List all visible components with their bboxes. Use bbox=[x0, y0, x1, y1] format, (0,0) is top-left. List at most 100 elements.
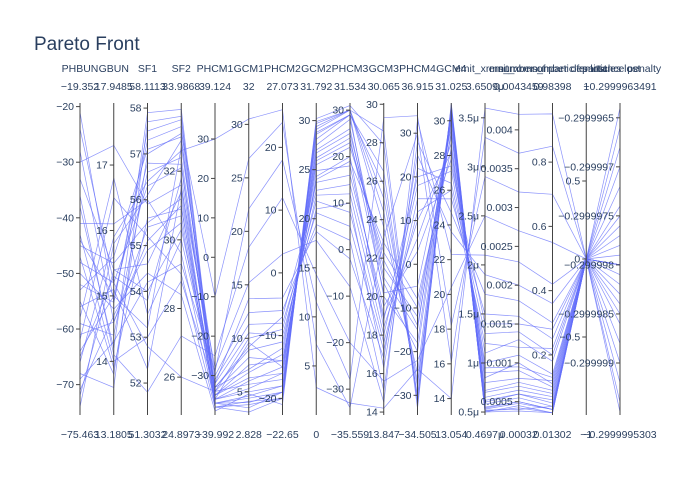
tick-label: −30 bbox=[191, 370, 209, 382]
tick-label: 16 bbox=[434, 358, 446, 370]
axis-range-max: 0.0043459 bbox=[494, 81, 544, 93]
tick-label: 0.4 bbox=[532, 285, 547, 297]
axis-label: PHCM2 bbox=[264, 63, 301, 75]
axis-13[interactable]: emit_xrms_n 0.0043459 0.00032 0.0005 0.001 0.… bbox=[481, 63, 549, 441]
axis-3[interactable]: SF2 33.9868 24.8973 26 28 30 32 bbox=[162, 63, 200, 441]
tick-label: 20 bbox=[332, 151, 344, 163]
axis-1[interactable]: GBUN 17.9485 13.1805 14 15 16 17 bbox=[95, 63, 133, 441]
axis-label: PHCM3 bbox=[332, 63, 369, 75]
axis-10[interactable]: PHCM4 36.915 −34.505 −30 −20 −10 0 10 20 30 bbox=[394, 63, 437, 441]
tick-label: 26 bbox=[434, 185, 446, 197]
tick-label: −0.5 bbox=[560, 332, 581, 344]
tick-label: 22 bbox=[434, 254, 446, 266]
tick-label: −60 bbox=[56, 324, 74, 336]
tick-label: 0.001 bbox=[486, 357, 512, 369]
tick-label: 0 bbox=[406, 259, 412, 271]
tick-label: 0.5 bbox=[566, 176, 581, 188]
axis-15[interactable]: number of particles lost 1 −1 −0.5 0 0.5 bbox=[532, 63, 641, 441]
tick-label: 0.002 bbox=[486, 280, 512, 292]
axis-label: GBUN bbox=[99, 63, 129, 75]
axis-label: PHBUN bbox=[62, 63, 99, 75]
tick-label: 20 bbox=[434, 289, 446, 301]
axis-range-max: 58.1113 bbox=[129, 81, 166, 93]
tick-label: 15 bbox=[96, 290, 108, 302]
axis-label: emittance penalty bbox=[579, 63, 662, 75]
tick-label: 30 bbox=[434, 115, 446, 127]
axis-range-max: 3.6509μ bbox=[466, 81, 504, 93]
tick-label: −20 bbox=[326, 337, 344, 349]
axis-label: GCM4 bbox=[436, 63, 466, 75]
tick-label: 20 bbox=[231, 226, 243, 238]
tick-label: −50 bbox=[56, 268, 74, 280]
axis-label: emit_xrms_n bbox=[455, 63, 515, 75]
axis-0[interactable]: PHBUN −19.352 −75.463 −70 −60 −50 −40 −30 −20 bbox=[56, 63, 99, 441]
axis-range-max: 31.792 bbox=[300, 81, 332, 93]
tick-label: 15 bbox=[231, 279, 243, 291]
tick-label: 20 bbox=[197, 173, 209, 185]
axis-range-min: −0.2999995303 bbox=[583, 429, 656, 441]
tick-label: −10 bbox=[326, 291, 344, 303]
axis-16[interactable]: emittance penalty −0.2999963491 −0.2999995… bbox=[558, 63, 662, 441]
tick-label: 57 bbox=[130, 148, 142, 160]
tick-label: −30 bbox=[394, 390, 412, 402]
tick-label: 16 bbox=[96, 225, 108, 237]
tick-label: −20 bbox=[394, 346, 412, 358]
axis-range-max: 31.534 bbox=[334, 81, 366, 93]
tick-label: −70 bbox=[56, 379, 74, 391]
axis-12[interactable]: emit_xrms_n 3.6509μ 0.4697μ 0.5μ 1μ 1.5μ 2μ 2.5… bbox=[455, 63, 515, 441]
tick-label: 0.2 bbox=[532, 349, 547, 361]
tick-label: 20 bbox=[400, 171, 412, 183]
axis-9[interactable]: GCM3 30.065 13.847 14 16 18 20 22 24 26 28 30 bbox=[366, 63, 400, 441]
tick-label: 26 bbox=[366, 176, 378, 188]
tick-label: 0.0025 bbox=[481, 241, 513, 253]
tick-label: 20 bbox=[299, 213, 311, 225]
tick-label: 10 bbox=[197, 212, 209, 224]
tick-label: −20 bbox=[191, 331, 209, 343]
axis-range-max: −0.2999963491 bbox=[583, 81, 656, 93]
tick-label: 28 bbox=[164, 303, 176, 315]
axis-range-max: 33.9868 bbox=[162, 81, 200, 93]
tick-label: −20 bbox=[259, 393, 277, 405]
tick-label: 28 bbox=[366, 137, 378, 149]
tick-label: 30 bbox=[332, 105, 344, 117]
tick-label: 24 bbox=[434, 219, 446, 231]
tick-label: −0.299999 bbox=[564, 357, 614, 369]
tick-label: −30 bbox=[56, 157, 74, 169]
tick-label: 30 bbox=[231, 119, 243, 131]
tick-label: 0.0015 bbox=[481, 319, 513, 331]
axis-4[interactable]: PHCM1 39.124 −39.992 −30 −20 −10 0 10 20 30 bbox=[191, 63, 234, 441]
axis-2[interactable]: SF1 58.1113 51.3032 52 53 54 55 56 57 58 bbox=[129, 63, 167, 441]
tick-label: 58 bbox=[130, 103, 142, 115]
chart-title: Pareto Front bbox=[34, 34, 140, 55]
axes-group: PHBUN −19.352 −75.463 −70 −60 −50 −40 −30 −20 GBU… bbox=[56, 63, 662, 441]
tick-label: 18 bbox=[366, 330, 378, 342]
axis-range-min: −34.505 bbox=[398, 429, 436, 441]
tick-label: 30 bbox=[164, 234, 176, 246]
tick-label: 0.003 bbox=[486, 202, 512, 214]
tick-label: 0.0035 bbox=[481, 163, 513, 175]
tick-label: 0.8 bbox=[532, 157, 547, 169]
axis-8[interactable]: PHCM3 31.534 −35.559 −30 −20 −10 0 10 20 30 bbox=[326, 63, 369, 441]
axis-11[interactable]: GCM4 31.025 13.054 14 16 18 20 22 24 26 28 30 bbox=[434, 63, 468, 441]
axis-label: GCM2 bbox=[301, 63, 331, 75]
tick-label: −10 bbox=[191, 291, 209, 303]
tick-label: 0 bbox=[338, 244, 344, 256]
axis-range-min: 0.00032 bbox=[500, 429, 538, 441]
axis-label: PHCM1 bbox=[197, 63, 234, 75]
tick-label: 0.5μ bbox=[458, 407, 479, 419]
axis-14[interactable]: number of particles lost0.983980.013020.… bbox=[498, 63, 607, 441]
tick-label: 1.5μ bbox=[458, 308, 479, 320]
axis-range-min: −1 bbox=[580, 429, 592, 441]
axis-range-min: −35.559 bbox=[331, 429, 369, 441]
axis-label: GCM3 bbox=[369, 63, 399, 75]
tick-label: 10 bbox=[265, 205, 277, 217]
axis-7[interactable]: GCM2 31.792 0 5 10 15 20 25 30 bbox=[299, 63, 333, 441]
axis-6[interactable]: PHCM2 27.073 −22.65 −20 −10 0 10 20 bbox=[259, 63, 301, 441]
axis-5[interactable]: GCM1 32 2.828 5 10 15 20 25 30 bbox=[231, 63, 264, 441]
tick-label: 24 bbox=[366, 214, 378, 226]
axis-range-max: 27.073 bbox=[266, 81, 298, 93]
axis-range-max: 32 bbox=[243, 81, 255, 93]
tick-label: 0 bbox=[271, 267, 277, 279]
axis-label: SF1 bbox=[138, 63, 157, 75]
